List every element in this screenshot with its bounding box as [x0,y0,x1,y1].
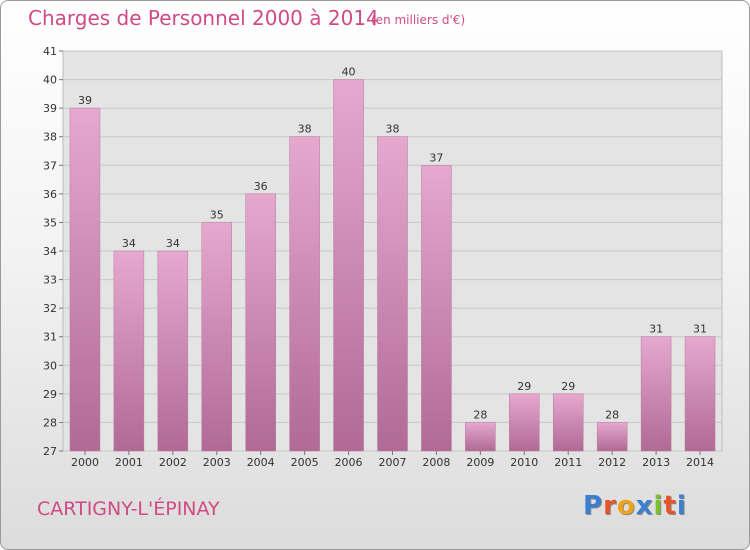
x-axis: 2000 2001 2002 2003 2004 2005 2006 2007 2008 2009… [71,451,714,469]
x-tick-label: 2004 [247,456,275,469]
data-label: 34 [166,237,180,250]
logo-letter: x [635,491,654,521]
x-tick-label: 2006 [335,456,363,469]
y-tick-label: 34 [43,245,57,258]
logo-letter: o [616,491,636,521]
y-tick-label: 38 [43,131,57,144]
y-tick-label: 39 [43,102,57,115]
y-tick-label: 37 [43,159,57,172]
x-tick-label: 2012 [598,456,626,469]
data-label: 38 [298,123,312,136]
bar [465,422,496,452]
logo-letter: r [603,491,617,521]
data-label: 34 [122,237,136,250]
chart-subtitle: (en milliers d'€) [371,13,466,27]
bar [640,336,672,452]
x-tick-label: 2002 [159,456,187,469]
logo-letter: P [583,491,604,521]
bar [289,136,320,452]
data-label: 29 [561,380,575,393]
y-axis: 27 28 29 30 31 32 33 34 35 36 37 38 39 40 41 [43,45,63,458]
x-tick-label: 2011 [554,456,582,469]
bar [377,136,408,452]
y-tick-label: 36 [43,188,57,201]
y-tick-label: 31 [43,331,57,344]
bar [69,107,101,452]
y-tick-label: 29 [43,388,57,401]
y-tick-label: 32 [43,302,57,315]
x-tick-label: 2007 [379,456,407,469]
data-label: 39 [78,94,92,107]
data-label: 31 [693,323,707,336]
x-tick-label: 2014 [686,456,714,469]
bars-group [69,79,716,452]
y-tick-label: 33 [43,274,57,287]
bar [509,393,540,452]
y-tick-label: 28 [43,416,57,429]
bar [596,422,628,452]
bar [421,165,452,452]
data-label: 38 [386,123,400,136]
data-label: 28 [473,408,487,421]
proxiti-logo: Proxiti [583,491,687,521]
data-label: 31 [649,323,663,336]
town-name: CARTIGNY-L'ÉPINAY [37,498,220,520]
x-tick-label: 2008 [422,456,450,469]
x-tick-label: 2013 [642,456,670,469]
x-tick-label: 2010 [510,456,538,469]
data-labels: 39 34 34 35 36 38 40 38 37 28 29 29 28 31 31 [78,66,707,422]
x-tick-label: 2009 [466,456,494,469]
data-label: 29 [517,380,531,393]
x-tick-label: 2001 [115,456,143,469]
chart-title: Charges de Personnel 2000 à 2014 [28,6,379,30]
x-tick-label: 2003 [203,456,231,469]
bar [333,79,364,452]
data-label: 28 [605,408,619,421]
data-label: 35 [210,208,224,221]
y-tick-label: 35 [43,216,57,229]
bar [552,393,584,452]
y-tick-label: 41 [43,45,57,58]
logo-letter: i [676,491,687,521]
bar [113,250,145,452]
y-tick-label: 40 [43,74,57,87]
bar [684,336,716,452]
logo-letter: i [653,491,664,521]
data-label: 37 [429,151,443,164]
bar [201,222,233,452]
data-label: 40 [342,66,356,79]
x-tick-label: 2005 [291,456,319,469]
data-label: 36 [254,180,268,193]
logo-letter: t [663,491,677,521]
bar [245,193,276,452]
bar [157,250,189,452]
y-tick-label: 30 [43,359,57,372]
x-tick-label: 2000 [71,456,99,469]
y-tick-label: 27 [43,445,57,458]
